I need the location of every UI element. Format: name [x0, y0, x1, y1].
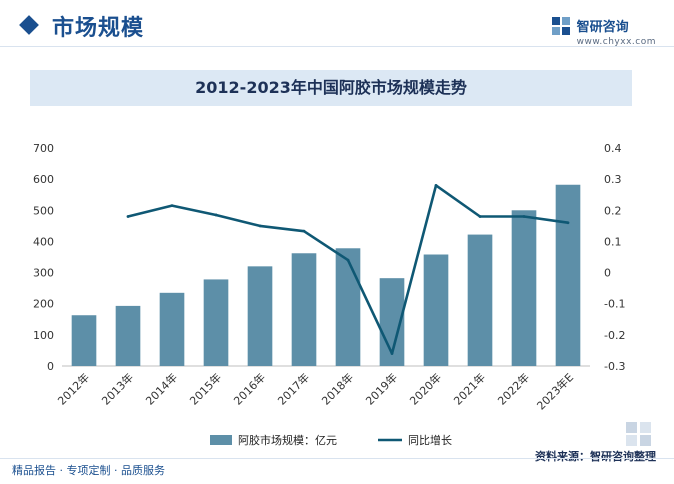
- bar: [467, 234, 493, 366]
- watermark-logo-icon: [626, 422, 651, 446]
- y-left-tick-label: 0: [47, 360, 54, 373]
- bar: [555, 184, 581, 366]
- bar: [335, 248, 361, 366]
- x-tick-label: 2022年: [495, 370, 532, 407]
- header-divider: [0, 46, 674, 47]
- growth-point: [346, 258, 350, 262]
- y-left-tick-label: 200: [33, 298, 54, 311]
- y-left-tick-label: 700: [33, 142, 54, 155]
- bar: [247, 266, 273, 366]
- y-left-tick-label: 300: [33, 267, 54, 280]
- brand-name: 智研咨询: [576, 20, 629, 35]
- growth-point: [258, 224, 262, 228]
- header: 市场规模 智研咨询 www.chyxx.com: [0, 0, 674, 58]
- x-tick-label: 2019年: [363, 370, 400, 407]
- growth-point: [126, 215, 130, 218]
- y-left-tick-label: 600: [33, 173, 54, 186]
- y-right-tick-label: 0.2: [604, 204, 622, 217]
- y-right-tick-label: 0: [604, 267, 611, 280]
- bar: [423, 254, 449, 366]
- x-tick-label: 2012年: [55, 370, 92, 407]
- y-left-tick-label: 100: [33, 329, 54, 342]
- growth-point: [214, 213, 218, 217]
- growth-point: [566, 221, 570, 225]
- legend-bar-swatch: [210, 435, 232, 445]
- source-note: 资料来源：智研咨询整理: [535, 450, 656, 463]
- growth-point: [170, 204, 174, 208]
- bar: [291, 253, 317, 366]
- x-tick-label: 2016年: [231, 370, 268, 407]
- brand: 智研咨询 www.chyxx.com: [551, 16, 656, 47]
- growth-point: [522, 215, 526, 218]
- x-tick-label: 2021年: [451, 370, 488, 407]
- growth-point: [478, 215, 482, 218]
- y-right-tick-label: 0.3: [604, 173, 622, 186]
- brand-logo-icon: [551, 17, 570, 35]
- growth-point: [434, 183, 438, 187]
- x-tick-label: 2020年: [407, 370, 444, 407]
- y-left-tick-label: 400: [33, 235, 54, 248]
- y-left-tick-label: 500: [33, 204, 54, 217]
- chart-title-box: 2012-2023年中国阿胶市场规模走势: [30, 70, 632, 106]
- brand-url: www.chyxx.com: [576, 37, 656, 47]
- bar: [203, 279, 229, 366]
- legend-bar-label: 阿胶市场规模：亿元: [238, 433, 337, 447]
- legend-line-label: 同比增长: [408, 433, 452, 447]
- footer-divider: [0, 458, 674, 459]
- bar: [115, 305, 141, 366]
- growth-point: [302, 229, 306, 233]
- y-right-tick-label: -0.3: [604, 360, 625, 373]
- x-tick-label: 2015年: [187, 370, 224, 407]
- y-right-tick-label: -0.1: [604, 298, 625, 311]
- x-tick-label: 2014年: [143, 370, 180, 407]
- bar: [71, 315, 97, 366]
- y-right-tick-label: 0.4: [604, 142, 622, 155]
- footer-slogan: 精品报告 · 专项定制 · 品质服务: [12, 464, 165, 477]
- x-tick-label: 2018年: [319, 370, 356, 407]
- bar: [511, 210, 537, 366]
- y-right-tick-label: -0.2: [604, 329, 625, 342]
- chart-title: 2012-2023年中国阿胶市场规模走势: [195, 78, 467, 97]
- page-title: 市场规模: [52, 16, 145, 41]
- y-right-tick-label: 0.1: [604, 235, 622, 248]
- growth-point: [390, 352, 394, 355]
- x-tick-label: 2023年E: [534, 370, 576, 412]
- x-tick-label: 2013年: [99, 370, 136, 407]
- bar: [159, 292, 185, 366]
- x-tick-label: 2017年: [275, 370, 312, 407]
